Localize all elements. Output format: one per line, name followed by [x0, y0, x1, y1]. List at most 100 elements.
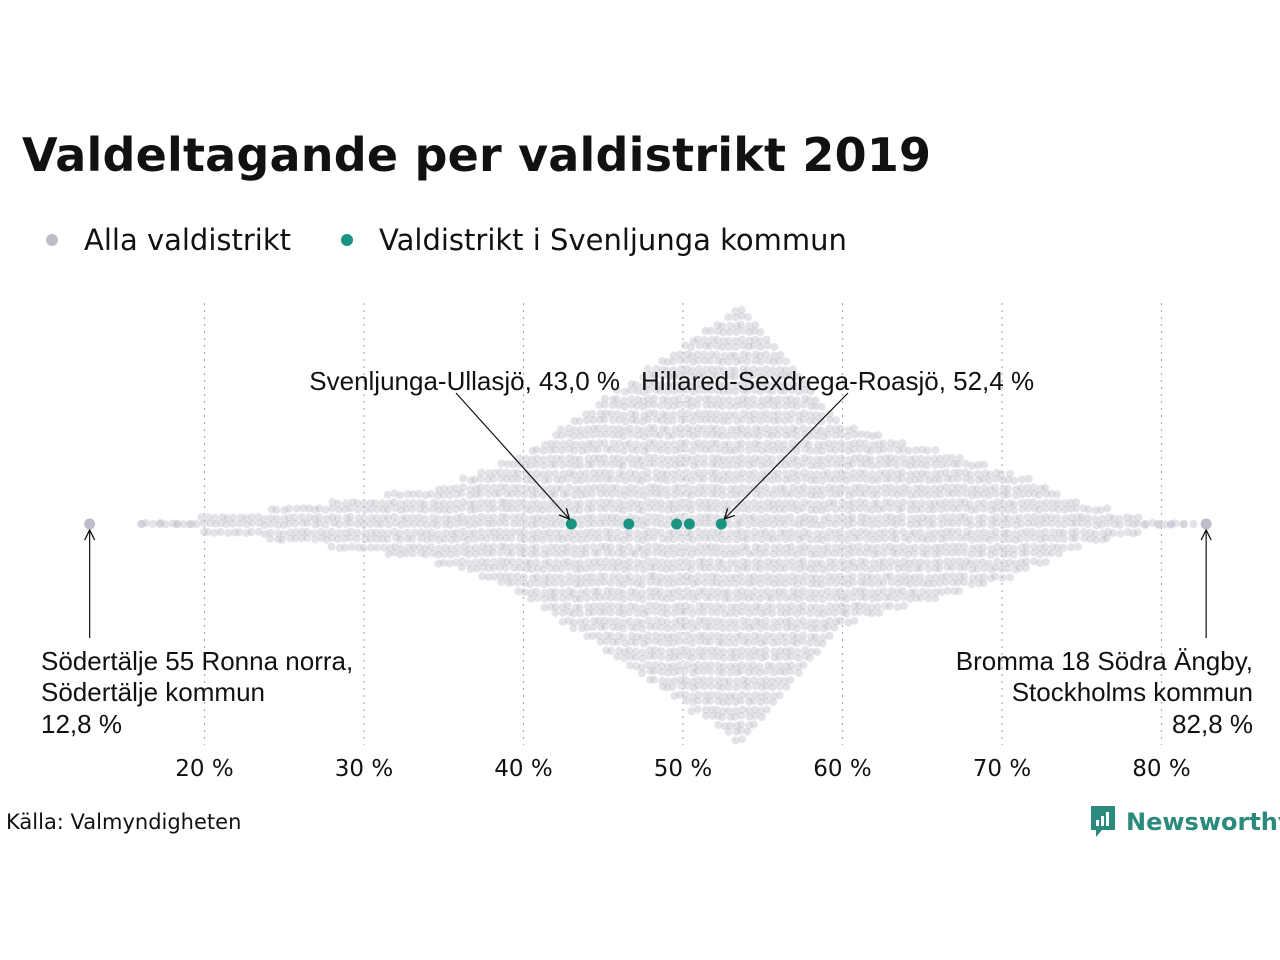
point-all-1679 [724, 416, 733, 426]
point-all-118 [346, 527, 356, 537]
point-all-52 [273, 535, 283, 544]
x-tick-label-70: 70 % [973, 756, 1031, 782]
point-all-784 [602, 533, 612, 543]
point-all-1185 [662, 549, 672, 559]
point-all-1454 [701, 365, 711, 374]
point-all-25 [228, 513, 238, 523]
point-all-508 [540, 594, 550, 604]
point-all-874 [620, 402, 629, 411]
point-all-838 [613, 409, 622, 419]
point-all-1365 [689, 470, 699, 479]
point-all-499 [539, 529, 549, 539]
point-all-1091 [650, 512, 660, 522]
point-all-1052 [643, 542, 653, 551]
point-all-918 [627, 444, 637, 454]
point-all-1438 [695, 631, 705, 640]
point-all-250 [445, 484, 455, 494]
point-all-3051 [998, 573, 1007, 583]
point-all-1138 [658, 534, 667, 543]
point-all-2544 [847, 459, 857, 469]
point-all-55 [279, 520, 289, 530]
point-all-494 [538, 490, 548, 500]
point-all-583 [558, 608, 568, 618]
point-all-1246 [668, 661, 677, 671]
point-all-332 [483, 513, 493, 523]
point-all-284 [457, 562, 467, 572]
legend: Alla valdistrikt Valdistrikt i Svenljung… [40, 220, 891, 260]
point-all-657 [576, 535, 586, 544]
point-all-450 [527, 484, 536, 494]
point-all-589 [565, 453, 575, 463]
legend-dot-all [46, 234, 58, 246]
point-all-793 [602, 601, 611, 611]
point-all-234 [433, 529, 443, 539]
point-all-1378 [687, 564, 697, 574]
point-all-1098 [650, 562, 659, 572]
point-all-163 [385, 543, 395, 553]
point-all-1013 [639, 565, 648, 574]
point-all-249 [438, 558, 448, 568]
point-all-223 [428, 519, 438, 528]
point-all-168 [389, 512, 399, 522]
point-all-1487 [699, 607, 709, 617]
point-all-662 [576, 573, 585, 583]
point-all-1141 [656, 557, 666, 567]
point-all-1304 [682, 385, 691, 395]
point-all-637 [571, 603, 581, 612]
point-all-4 [160, 519, 170, 529]
point-all-896 [620, 565, 629, 574]
point-all-1095 [651, 542, 661, 551]
point-all-106 [335, 543, 345, 553]
point-all-394 [507, 489, 516, 499]
point-all-2116 [773, 430, 783, 440]
point-all-566 [556, 484, 566, 494]
point-all-1465 [701, 444, 710, 454]
point-all-594 [562, 488, 572, 498]
point-all-500 [538, 535, 548, 544]
point-all-438 [520, 543, 529, 553]
point-all-474 [533, 504, 542, 514]
point-all-1472 [700, 498, 710, 508]
point-all-506 [539, 579, 549, 589]
point-all-1405 [694, 385, 704, 395]
point-all-635 [569, 588, 578, 598]
point-all-1021 [637, 624, 647, 634]
point-all-467 [532, 454, 542, 463]
point-all-1055 [645, 562, 655, 572]
point-all-194 [407, 504, 417, 514]
point-all-454 [527, 514, 537, 524]
point-all-1190 [663, 588, 673, 598]
point-all-297 [466, 564, 475, 574]
point-all-287 [465, 490, 475, 500]
point-all-2711 [885, 601, 895, 611]
point-all-109 [342, 513, 351, 523]
point-all-448 [526, 470, 536, 479]
point-all-868 [614, 631, 624, 641]
point-all-457 [527, 535, 537, 544]
point-all-1305 [683, 394, 692, 403]
point-all-12 [199, 527, 209, 537]
point-all-711 [589, 483, 598, 493]
point-all-1089 [650, 497, 660, 507]
point-all-1327 [682, 557, 691, 566]
point-all-708 [587, 459, 597, 469]
x-axis-ticks: 20 % 30 % 40 % 50 % 60 % 70 % 80 % [175, 756, 1190, 782]
point-all-1181 [662, 520, 672, 530]
point-all-89 [322, 514, 332, 524]
point-all-141 [366, 543, 376, 553]
point-all-1340 [682, 651, 692, 661]
point-all-1047 [644, 503, 654, 513]
point-all-1479 [699, 548, 709, 558]
point-all-1265 [675, 453, 685, 463]
point-all-340 [483, 572, 493, 582]
point-all-3217 [1133, 527, 1142, 537]
point-all-998 [637, 455, 647, 465]
point-all-1248 [670, 676, 680, 686]
point-all-1249 [668, 682, 678, 692]
point-all-1410 [693, 423, 703, 433]
point-all-484 [533, 578, 542, 588]
point-all-157 [384, 499, 394, 509]
point-all-155 [379, 543, 389, 553]
point-all-399 [508, 527, 518, 537]
point-all-660 [575, 558, 585, 568]
